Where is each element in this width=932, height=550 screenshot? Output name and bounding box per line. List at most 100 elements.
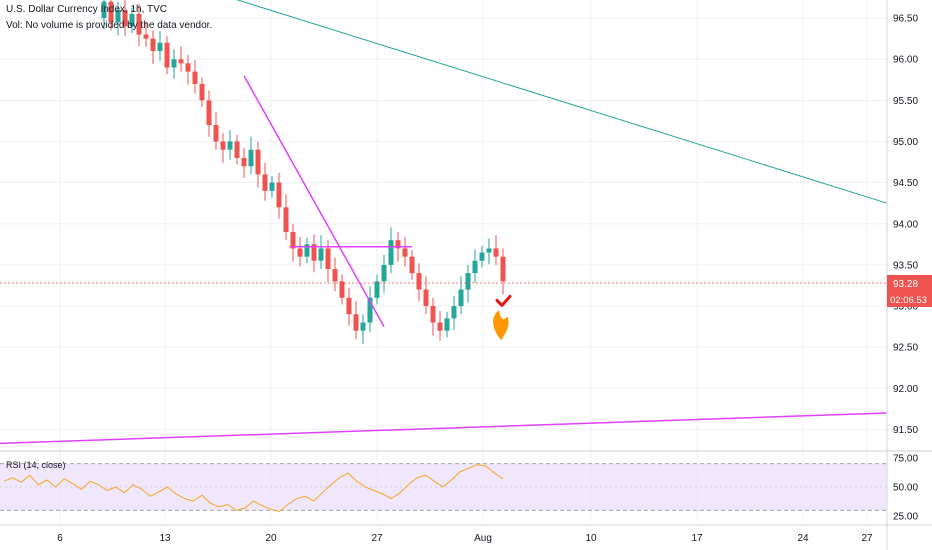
candle-body xyxy=(381,264,387,282)
candle-body xyxy=(185,63,191,72)
candle-body xyxy=(262,174,268,191)
candle-body xyxy=(150,38,156,52)
price-tick-label: 95.50 xyxy=(893,96,918,107)
price-grid xyxy=(0,0,887,522)
time-tick-label: 20 xyxy=(265,533,277,544)
rocket-annotation xyxy=(493,310,509,341)
candle-body xyxy=(241,157,247,167)
candle-body xyxy=(115,9,121,23)
candle-body xyxy=(339,281,345,298)
candle-body xyxy=(227,141,233,150)
price-tick-label: 93.00 xyxy=(893,302,918,313)
checkmark-annotation xyxy=(495,294,512,307)
candle-body xyxy=(486,248,492,253)
trendline xyxy=(236,0,888,204)
candle-body xyxy=(129,13,135,27)
candle-body xyxy=(388,240,394,265)
time-tick-label: 17 xyxy=(691,533,703,544)
candle-body xyxy=(416,273,422,290)
candle-body xyxy=(423,289,429,307)
rsi-tick-label: 25.00 xyxy=(893,512,918,523)
candle-body xyxy=(353,314,359,331)
time-tick-label: 10 xyxy=(585,533,597,544)
time-tick-label: Aug xyxy=(474,533,492,544)
countdown-label: 02:06:53 xyxy=(890,295,927,306)
chart-title: U.S. Dollar Currency Index, 1h, TVC xyxy=(6,4,167,15)
time-tick-label: 6 xyxy=(57,533,63,544)
price-tick-label: 91.50 xyxy=(893,425,918,436)
candle-body xyxy=(255,149,261,175)
candle-body xyxy=(220,141,226,150)
candle-body xyxy=(157,42,163,52)
time-tick-label: 24 xyxy=(797,533,809,544)
candle-body xyxy=(409,256,415,274)
trendline xyxy=(0,412,888,445)
countdown-label-box xyxy=(887,290,932,307)
last-price-label: 93.28 xyxy=(893,279,918,290)
price-tick-label: 94.50 xyxy=(893,178,918,189)
rsi-tick-label: 75.00 xyxy=(893,453,918,464)
price-tick-label: 96.00 xyxy=(893,55,918,66)
candle-body xyxy=(332,269,338,282)
candle-body xyxy=(325,248,331,270)
candle-body xyxy=(402,248,408,257)
candle-body xyxy=(458,289,464,307)
candle-body xyxy=(248,149,254,167)
annotations xyxy=(0,282,887,341)
candle-body xyxy=(206,100,212,126)
time-tick-label: 27 xyxy=(371,533,383,544)
candle-body xyxy=(164,42,170,68)
candle-body xyxy=(318,248,324,261)
trendlines xyxy=(0,0,888,445)
candle-body xyxy=(101,1,107,19)
rsi-panel xyxy=(0,450,932,513)
candle-body xyxy=(283,207,289,232)
rsi-tick-label: 50.00 xyxy=(893,483,918,494)
candle-body xyxy=(437,322,443,331)
candle-body xyxy=(304,244,310,257)
candle-body xyxy=(136,13,142,35)
candle-body xyxy=(472,260,478,274)
candle-body xyxy=(199,83,205,101)
candle-body xyxy=(178,59,184,64)
rsi-line xyxy=(3,464,504,513)
price-tick-label: 94.00 xyxy=(893,219,918,230)
price-tick-label: 92.00 xyxy=(893,384,918,395)
candle-body xyxy=(143,34,149,39)
candle-body xyxy=(311,244,317,261)
candle-body xyxy=(360,322,366,331)
candle-body xyxy=(213,125,219,142)
candle-body xyxy=(493,248,499,257)
candle-body xyxy=(430,306,436,323)
candle-body xyxy=(269,182,275,191)
candle-body xyxy=(367,297,373,323)
last-price-label-box xyxy=(887,274,932,291)
rsi-label: RSI (14, close) xyxy=(6,460,66,470)
candle-body xyxy=(374,281,380,298)
price-tick-label: 95.00 xyxy=(893,137,918,148)
candle-body xyxy=(297,248,303,257)
price-tick-label: 96.50 xyxy=(893,14,918,25)
candle-body xyxy=(276,182,282,208)
candle-body xyxy=(500,256,506,282)
trendline xyxy=(243,75,385,327)
time-tick-label: 13 xyxy=(159,533,171,544)
candle-body xyxy=(395,240,401,249)
candle-body xyxy=(444,318,450,331)
candles xyxy=(101,0,506,344)
candle-body xyxy=(346,297,352,315)
volume-note: Vol: No volume is provided by the data v… xyxy=(6,20,213,31)
candle-body xyxy=(465,273,471,290)
candle-body xyxy=(171,59,177,68)
time-tick-label: 27 xyxy=(861,533,873,544)
price-tick-label: 92.50 xyxy=(893,343,918,354)
candle-body xyxy=(234,141,240,158)
candle-body xyxy=(192,71,198,84)
candle-body xyxy=(479,252,485,261)
candle-body xyxy=(108,1,114,23)
price-tick-label: 93.50 xyxy=(893,260,918,271)
candle-body xyxy=(122,9,128,27)
